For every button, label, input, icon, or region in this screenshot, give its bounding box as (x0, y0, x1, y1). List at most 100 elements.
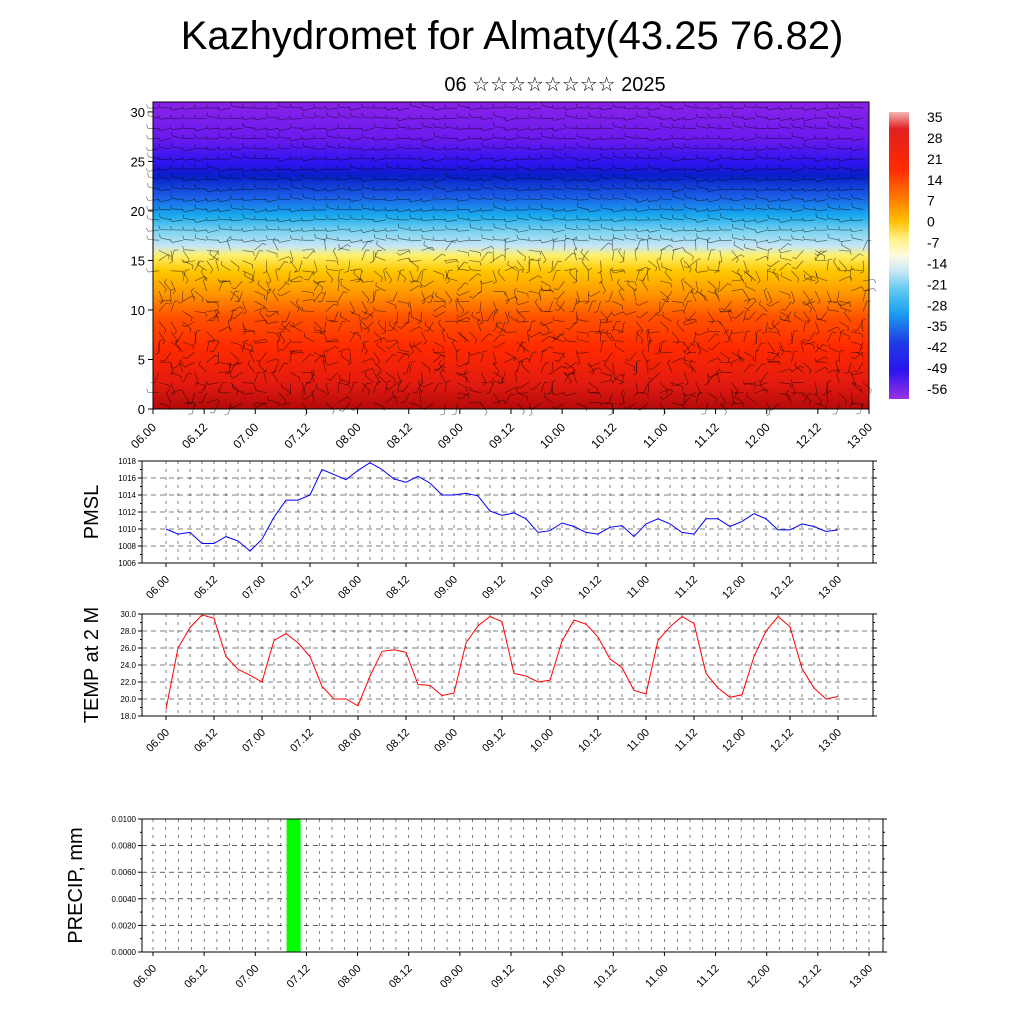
wind-barb-feather (793, 350, 798, 352)
wind-barb (267, 136, 279, 139)
wind-barb-feather (265, 403, 268, 408)
wind-barb (683, 260, 692, 270)
wind-barb-feather (360, 278, 364, 283)
wind-barb-feather (249, 349, 253, 353)
wind-barb-feather (718, 185, 722, 190)
wind-barb-feather (742, 115, 746, 120)
wind-barb-feather (392, 322, 397, 324)
wind-barb-feather (814, 256, 817, 261)
wind-barb-feather (665, 390, 669, 395)
wind-barb-feather (384, 197, 388, 202)
wind-barb (482, 280, 494, 285)
wind-barb (291, 127, 303, 129)
wind-barb-feather (527, 167, 531, 172)
wind-barb (755, 331, 758, 343)
wind-barb (817, 250, 828, 257)
wind-barb (792, 197, 804, 200)
wind-barb (458, 229, 470, 232)
colorbar-label: 35 (927, 109, 943, 125)
wind-barb (532, 382, 542, 391)
wind-barb-feather (217, 167, 221, 172)
wind-barb (494, 158, 506, 162)
wind-barb-feather (599, 235, 602, 240)
wind-barb (516, 311, 526, 319)
wind-barb-feather (456, 320, 459, 325)
wind-barb (388, 382, 398, 390)
wind-barb (683, 300, 689, 312)
wind-barb-feather (432, 206, 435, 211)
wind-barb (398, 209, 410, 213)
wind-barb-feather (851, 203, 853, 208)
wind-barb (838, 351, 841, 363)
wind-barb-feather (491, 157, 495, 162)
wind-barb (338, 137, 350, 139)
wind-barb-feather (348, 136, 352, 141)
wind-barb (767, 331, 779, 333)
wind-barb (517, 177, 529, 180)
wind-barb (505, 106, 517, 109)
wind-barb-feather (817, 300, 821, 305)
wind-barb (852, 168, 864, 172)
wind-barb-feather (528, 387, 533, 391)
wind-barb-feather (336, 166, 340, 171)
wind-barb (683, 250, 694, 257)
wind-barb (756, 156, 768, 160)
wind-barb-feather (681, 357, 686, 362)
wind-barb-feather (241, 238, 244, 243)
wind-barb (613, 187, 625, 190)
wind-barb (470, 269, 482, 272)
wind-barb (707, 392, 718, 399)
wind-barb (589, 189, 601, 191)
wind-barb (164, 351, 172, 362)
wind-barb-feather (647, 184, 650, 189)
wind-barb (708, 116, 720, 119)
wind-barb (803, 270, 813, 278)
wind-barb-feather (718, 135, 722, 140)
wind-barb (303, 310, 315, 312)
wind-barb-feather (754, 177, 758, 182)
wind-barb (733, 244, 744, 251)
wind-barb-feather (540, 153, 543, 159)
wind-barb-feather (730, 206, 734, 211)
wind-barb (589, 197, 601, 200)
wind-barb-feather (716, 369, 720, 373)
wind-barb (804, 117, 816, 122)
wind-barb (276, 341, 279, 353)
wind-barb-feather (706, 227, 710, 232)
wind-barb (629, 351, 637, 361)
wind-barb (362, 218, 374, 221)
wind-barb (158, 250, 170, 256)
wind-barb (756, 229, 768, 234)
wind-barb (744, 148, 756, 152)
wind-barb-feather (527, 106, 531, 110)
wind-barb-feather (289, 324, 293, 328)
wind-barb (385, 300, 397, 306)
wind-barb (625, 107, 637, 110)
wind-barb (576, 291, 580, 302)
wind-barb (243, 199, 255, 201)
wind-barb-feather (587, 158, 591, 162)
wind-barb-feather (194, 184, 197, 189)
wind-barb-feather (646, 198, 650, 202)
wind-barb-feather (477, 273, 482, 276)
wind-barb-feather (278, 102, 280, 107)
wind-barb (397, 249, 409, 251)
wind-barb (272, 372, 279, 383)
wind-barb (411, 316, 422, 322)
wind-barb-feather (349, 205, 352, 210)
wind-barb (172, 239, 183, 243)
wind-barb-feather (479, 252, 482, 257)
wind-barb-feather (618, 382, 623, 385)
xtick-label: 09.00 (432, 574, 460, 602)
wind-barb (771, 323, 780, 333)
wind-barb-feather (416, 322, 421, 324)
wind-barb (708, 107, 720, 110)
wind-barb (541, 239, 553, 244)
wind-barb-feather (504, 143, 507, 148)
wind-barb-feather (730, 104, 734, 109)
wind-barb (207, 166, 219, 170)
wind-barb-feather (361, 183, 364, 188)
wind-barb (219, 127, 231, 131)
wind-barb (470, 168, 482, 171)
wind-barb (589, 219, 601, 222)
